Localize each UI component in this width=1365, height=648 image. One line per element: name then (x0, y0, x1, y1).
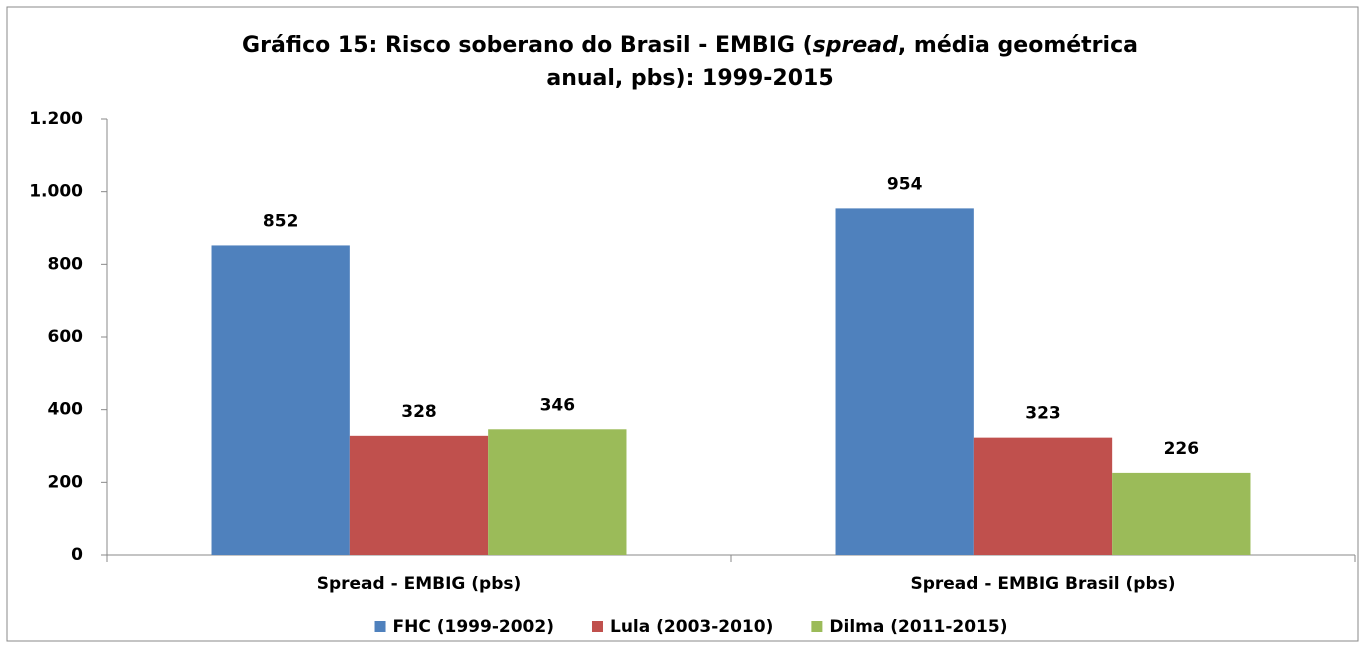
value-label: 328 (401, 402, 437, 422)
legend-item: Lula (2003-2010) (591, 617, 773, 637)
legend-swatch (591, 621, 603, 632)
legend-item: FHC (1999-2002) (374, 617, 554, 637)
y-tick-label: 1.200 (29, 109, 83, 129)
bar (835, 208, 974, 555)
value-label: 954 (887, 174, 923, 194)
legend-swatch (811, 621, 823, 632)
bar (973, 437, 1113, 555)
value-label: 852 (263, 211, 299, 231)
y-tick-label: 600 (48, 327, 84, 347)
bar (349, 435, 489, 555)
value-label: 226 (1164, 439, 1200, 459)
bar (488, 429, 627, 555)
bar (1112, 472, 1251, 555)
chart-title: anual, pbs): 1999-2015 (546, 66, 833, 91)
title-part: spread (813, 33, 898, 58)
bar (211, 245, 350, 555)
title-part: Gráfico 15: Risco soberano do Brasil - E… (242, 33, 813, 58)
chart-title: Gráfico 15: Risco soberano do Brasil - E… (242, 33, 1138, 58)
x-tick-label: Spread - EMBIG Brasil (pbs) (910, 574, 1175, 594)
value-label: 323 (1025, 404, 1061, 424)
y-tick-label: 200 (48, 472, 84, 492)
y-tick-label: 1.000 (29, 182, 83, 202)
legend-label: FHC (1999-2002) (393, 617, 554, 637)
x-tick-label: Spread - EMBIG (pbs) (317, 574, 522, 594)
legend-swatch (374, 621, 386, 632)
legend-label: Dilma (2011-2015) (829, 617, 1007, 637)
value-label: 346 (540, 395, 576, 415)
legend-item: Dilma (2011-2015) (811, 617, 1007, 637)
y-tick-label: 0 (71, 545, 83, 565)
legend-label: Lula (2003-2010) (610, 617, 773, 637)
y-tick-label: 800 (48, 254, 84, 274)
title-part: , média geométrica (898, 33, 1138, 58)
y-tick-label: 400 (48, 400, 84, 420)
